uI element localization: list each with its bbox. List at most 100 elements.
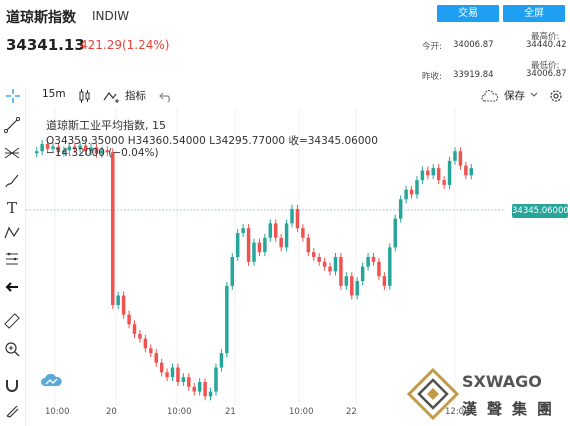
candle-body <box>436 168 441 181</box>
open-value: 34006.87 <box>453 40 494 50</box>
candle-body <box>377 261 381 277</box>
low-label: 最低价: <box>531 61 560 71</box>
drawing-toolbar: T <box>0 88 26 426</box>
candle-body <box>447 160 452 185</box>
candle-body <box>464 165 468 176</box>
cloud-icon[interactable] <box>481 89 499 103</box>
back-arrow-icon[interactable] <box>3 278 21 296</box>
text-tool-icon[interactable]: T <box>3 198 21 216</box>
candle-body <box>159 362 164 373</box>
candle-type-icon[interactable] <box>78 89 92 103</box>
x-tick-label: 12:00 <box>445 407 470 417</box>
candle-body <box>203 381 207 397</box>
x-tick-label: 21 <box>225 407 236 417</box>
candle-body <box>165 372 169 378</box>
candlestick-chart[interactable] <box>26 108 506 406</box>
candle-body <box>268 223 273 238</box>
undo-icon[interactable] <box>159 89 173 103</box>
high-label: 最高价: <box>531 32 560 42</box>
candle-body <box>415 180 419 195</box>
save-button[interactable]: 保存 <box>504 90 525 102</box>
brush-icon[interactable] <box>3 172 21 190</box>
quote-header: 道琼斯指数 INDIW 交易 全屏 34341.13 421.29(1.24%)… <box>0 0 570 84</box>
candle-body <box>279 237 283 248</box>
fullscreen-button[interactable]: 全屏 <box>503 5 565 22</box>
candle-body <box>263 237 267 253</box>
watermark-text: 漢聲集團 <box>462 400 563 418</box>
last-price-tag: 34345.06000 <box>512 204 569 218</box>
candle-body <box>344 276 349 286</box>
candle-body <box>366 257 370 267</box>
chart-toolbar: 15m 指标 保存 <box>0 84 570 108</box>
candle-body <box>469 168 474 176</box>
interval-selector[interactable]: 15m <box>42 88 66 100</box>
candle-body <box>197 381 202 392</box>
candle-body <box>230 257 235 286</box>
candle-body <box>51 146 55 149</box>
candle-body <box>62 150 66 153</box>
candle-body <box>132 324 137 334</box>
fib-tool-icon[interactable] <box>3 144 21 162</box>
candle-body <box>40 144 44 152</box>
instrument-code: INDIW <box>92 9 130 23</box>
candle-body <box>111 152 115 306</box>
candle-body <box>442 180 446 185</box>
instrument-title: 道琼斯指数 <box>6 10 76 26</box>
candle-body <box>176 367 180 382</box>
legend-delta: −14.32000 (−0.04%) <box>46 147 159 159</box>
candle-body <box>181 377 186 382</box>
candle-body <box>398 199 403 219</box>
candle-body <box>328 266 332 272</box>
candle-body <box>290 208 294 224</box>
crosshair-icon[interactable] <box>5 88 21 104</box>
candle-body <box>83 145 88 152</box>
lock-drawing-icon[interactable] <box>3 402 21 420</box>
candle-body <box>56 146 61 153</box>
candle-body <box>404 189 408 200</box>
ruler-icon[interactable] <box>3 312 21 330</box>
watermark-logo <box>405 360 570 426</box>
x-tick-label: 20 <box>106 407 117 417</box>
candle-body <box>34 151 39 154</box>
candle-body <box>284 223 289 248</box>
candle-body <box>246 228 251 262</box>
chevron-down-icon[interactable] <box>530 92 538 98</box>
pattern-tool-icon[interactable] <box>3 224 21 242</box>
candle-body <box>388 247 392 286</box>
x-tick-label: 10:00 <box>45 407 70 417</box>
trade-button[interactable]: 交易 <box>437 5 499 22</box>
cloud-layout-icon[interactable] <box>40 372 64 388</box>
price-change: 421.29(1.24%) <box>80 38 170 52</box>
last-price: 34341.13 <box>6 36 85 54</box>
trend-line-icon[interactable] <box>3 116 21 134</box>
candle-body <box>339 257 343 286</box>
legend-ohlc: O34359.35000 H34360.54000 L34295.77000 收… <box>46 135 378 147</box>
magnet-icon[interactable] <box>3 376 21 394</box>
open-label: 今开: <box>422 42 442 52</box>
candle-body <box>89 147 93 152</box>
candle-body <box>333 257 338 272</box>
candle-body <box>214 367 218 392</box>
indicator-button[interactable]: 指标 <box>125 90 146 102</box>
candle-body <box>355 281 359 296</box>
candle-body <box>420 170 425 181</box>
candle-body <box>273 223 278 238</box>
candle-body <box>312 252 316 257</box>
candle-body <box>235 232 240 257</box>
candle-body <box>143 338 148 349</box>
candle-body <box>371 257 376 262</box>
zoom-icon[interactable] <box>3 340 21 358</box>
candle-body <box>219 353 224 368</box>
x-tick-label: 10:00 <box>289 407 314 417</box>
candle-body <box>225 285 229 354</box>
candle-body <box>322 261 327 267</box>
candle-body <box>252 242 256 262</box>
indicator-icon[interactable] <box>103 89 121 103</box>
candle-body <box>350 276 354 296</box>
candle-body <box>409 189 414 195</box>
candle-body <box>360 266 365 282</box>
candle-body <box>192 386 196 392</box>
measure-lines-icon[interactable] <box>3 250 21 268</box>
gear-icon[interactable] <box>548 88 564 104</box>
candle-body <box>295 208 300 229</box>
